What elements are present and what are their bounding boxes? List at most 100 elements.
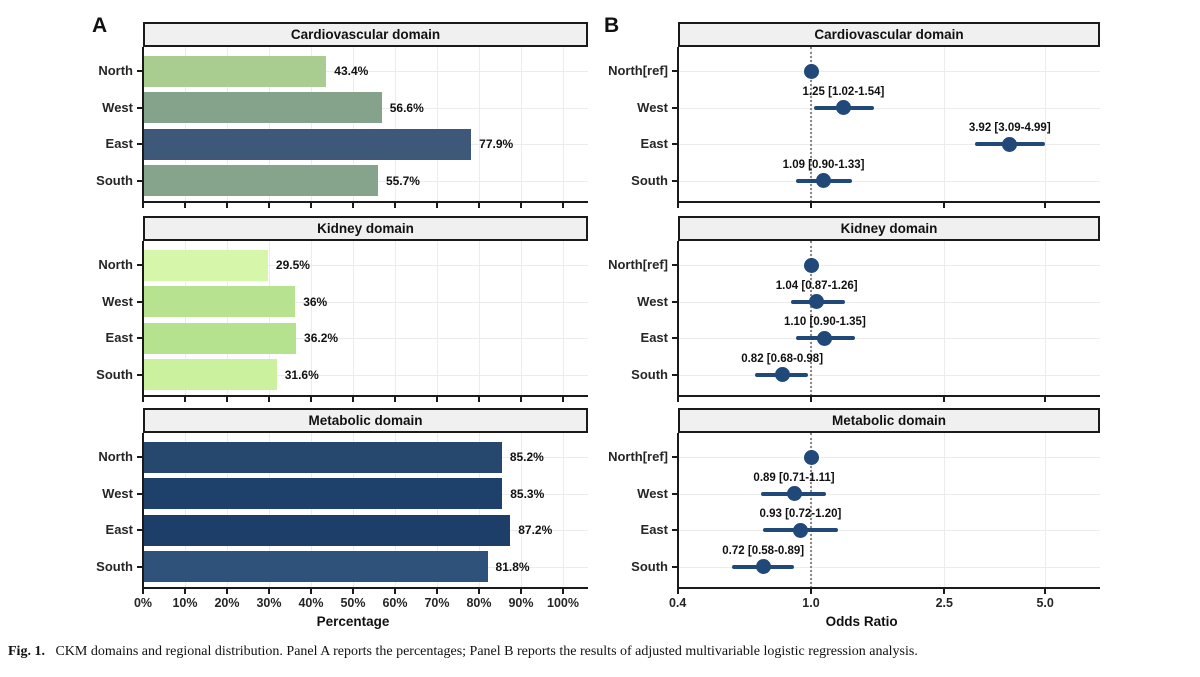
bar: [144, 286, 296, 317]
gridline-vertical: [269, 433, 270, 588]
x-tick: [562, 203, 564, 208]
gridline-vertical: [437, 241, 438, 396]
y-tick: [672, 373, 677, 376]
x-axis-line: [677, 587, 1100, 589]
caption-text: CKM domains and regional distribution. P…: [55, 644, 918, 659]
x-tick: [436, 397, 438, 402]
panel-strip-title: Cardiovascular domain: [143, 22, 588, 47]
gridline-vertical: [1045, 47, 1047, 202]
x-tick: [184, 203, 186, 208]
point-estimate-label: 0.72 [0.58-0.89]: [722, 544, 805, 557]
x-tick: [810, 203, 812, 208]
y-category-label: North: [98, 257, 133, 272]
x-tick: [436, 203, 438, 208]
x-tick: [478, 589, 480, 594]
y-category-label: West: [102, 99, 133, 115]
x-tick-label: 0.4: [668, 596, 687, 610]
x-tick-label: 90%: [508, 596, 534, 610]
gridline-vertical: [353, 433, 354, 588]
bar-value-label: 55.7%: [385, 173, 420, 188]
y-category-label: South: [631, 172, 668, 188]
x-axis-line: [677, 201, 1100, 203]
gridline-vertical: [944, 241, 946, 396]
gridline-vertical: [437, 47, 438, 202]
x-tick-label: 5.0: [1036, 596, 1054, 610]
gridline-horizontal: [678, 457, 1100, 458]
caption-figure-number: Fig. 1.: [8, 644, 45, 659]
x-tick: [352, 203, 354, 208]
y-tick: [672, 300, 677, 303]
y-category-label: North[ref]: [608, 257, 668, 272]
bar-value-label: 81.8%: [495, 559, 530, 574]
x-tick: [1044, 589, 1047, 594]
bar-value-label: 87.2%: [518, 523, 553, 537]
x-tick: [394, 203, 396, 208]
x-tick: [310, 203, 312, 208]
x-tick: [394, 397, 396, 402]
x-tick: [226, 589, 228, 594]
gridline-vertical: [311, 47, 312, 202]
x-tick: [478, 397, 480, 402]
point-estimate-label: 3.92 [3.09-4.99]: [968, 122, 1051, 134]
panel-strip-title: Cardiovascular domain: [678, 22, 1100, 47]
gridline-vertical: [521, 47, 522, 202]
x-tick-label: 20%: [214, 596, 240, 610]
y-category-label: North: [98, 449, 133, 464]
point-estimate-label: 1.25 [1.02-1.54]: [802, 85, 885, 98]
gridline-vertical: [395, 47, 396, 202]
bar-value-label: 85.2%: [509, 450, 544, 464]
reference-line: [810, 433, 812, 588]
x-tick: [810, 397, 812, 402]
gridline-vertical: [563, 433, 564, 588]
x-tick-label: 30%: [256, 596, 282, 610]
x-tick: [226, 397, 228, 402]
x-tick: [310, 397, 312, 402]
gridline-horizontal: [143, 338, 588, 339]
bar-value-label: 31.6%: [284, 367, 319, 382]
gridline-vertical: [479, 47, 480, 202]
gridline-horizontal: [678, 107, 1100, 109]
y-category-label: East: [640, 330, 668, 345]
gridline-vertical: [437, 433, 438, 588]
gridline-vertical: [944, 47, 946, 202]
gridline-vertical: [1045, 433, 1047, 588]
point-estimate: [816, 173, 832, 188]
x-tick: [562, 397, 564, 402]
bar: [144, 514, 511, 546]
y-axis-line: [142, 241, 144, 396]
x-tick-label: 10%: [172, 596, 198, 610]
gridline-vertical: [185, 241, 186, 396]
point-estimate-label: 0.89 [0.71-1.11]: [753, 471, 835, 484]
x-tick: [436, 589, 438, 594]
x-tick: [943, 397, 946, 402]
gridline-vertical: [563, 241, 564, 396]
y-category-label: North: [98, 63, 133, 78]
bar-value-label: 56.6%: [389, 100, 424, 115]
x-tick: [810, 589, 812, 594]
y-category-label: South: [96, 366, 133, 382]
y-tick: [137, 456, 142, 458]
panel-strip-title: Metabolic domain: [143, 408, 588, 433]
x-tick-label: 80%: [466, 596, 492, 610]
panel-strip-title: Kidney domain: [143, 216, 588, 241]
point-estimate: [803, 449, 819, 465]
x-tick: [562, 589, 564, 594]
y-tick: [672, 492, 677, 495]
gridline-vertical: [395, 433, 396, 588]
y-axis-line: [142, 433, 144, 588]
gridline-horizontal: [678, 71, 1100, 72]
gridline-vertical: [227, 241, 228, 396]
y-category-label: East: [640, 522, 668, 537]
x-tick: [352, 397, 354, 402]
gridline-vertical: [395, 241, 396, 396]
gridline-vertical: [353, 241, 354, 396]
y-tick: [672, 456, 677, 458]
x-axis-line: [677, 395, 1100, 397]
bar: [144, 249, 268, 281]
y-tick: [137, 529, 142, 531]
x-tick: [268, 397, 270, 402]
point-estimate: [809, 294, 825, 309]
y-category-label: West: [637, 293, 668, 309]
x-tick: [943, 203, 946, 208]
x-tick: [1044, 397, 1047, 402]
